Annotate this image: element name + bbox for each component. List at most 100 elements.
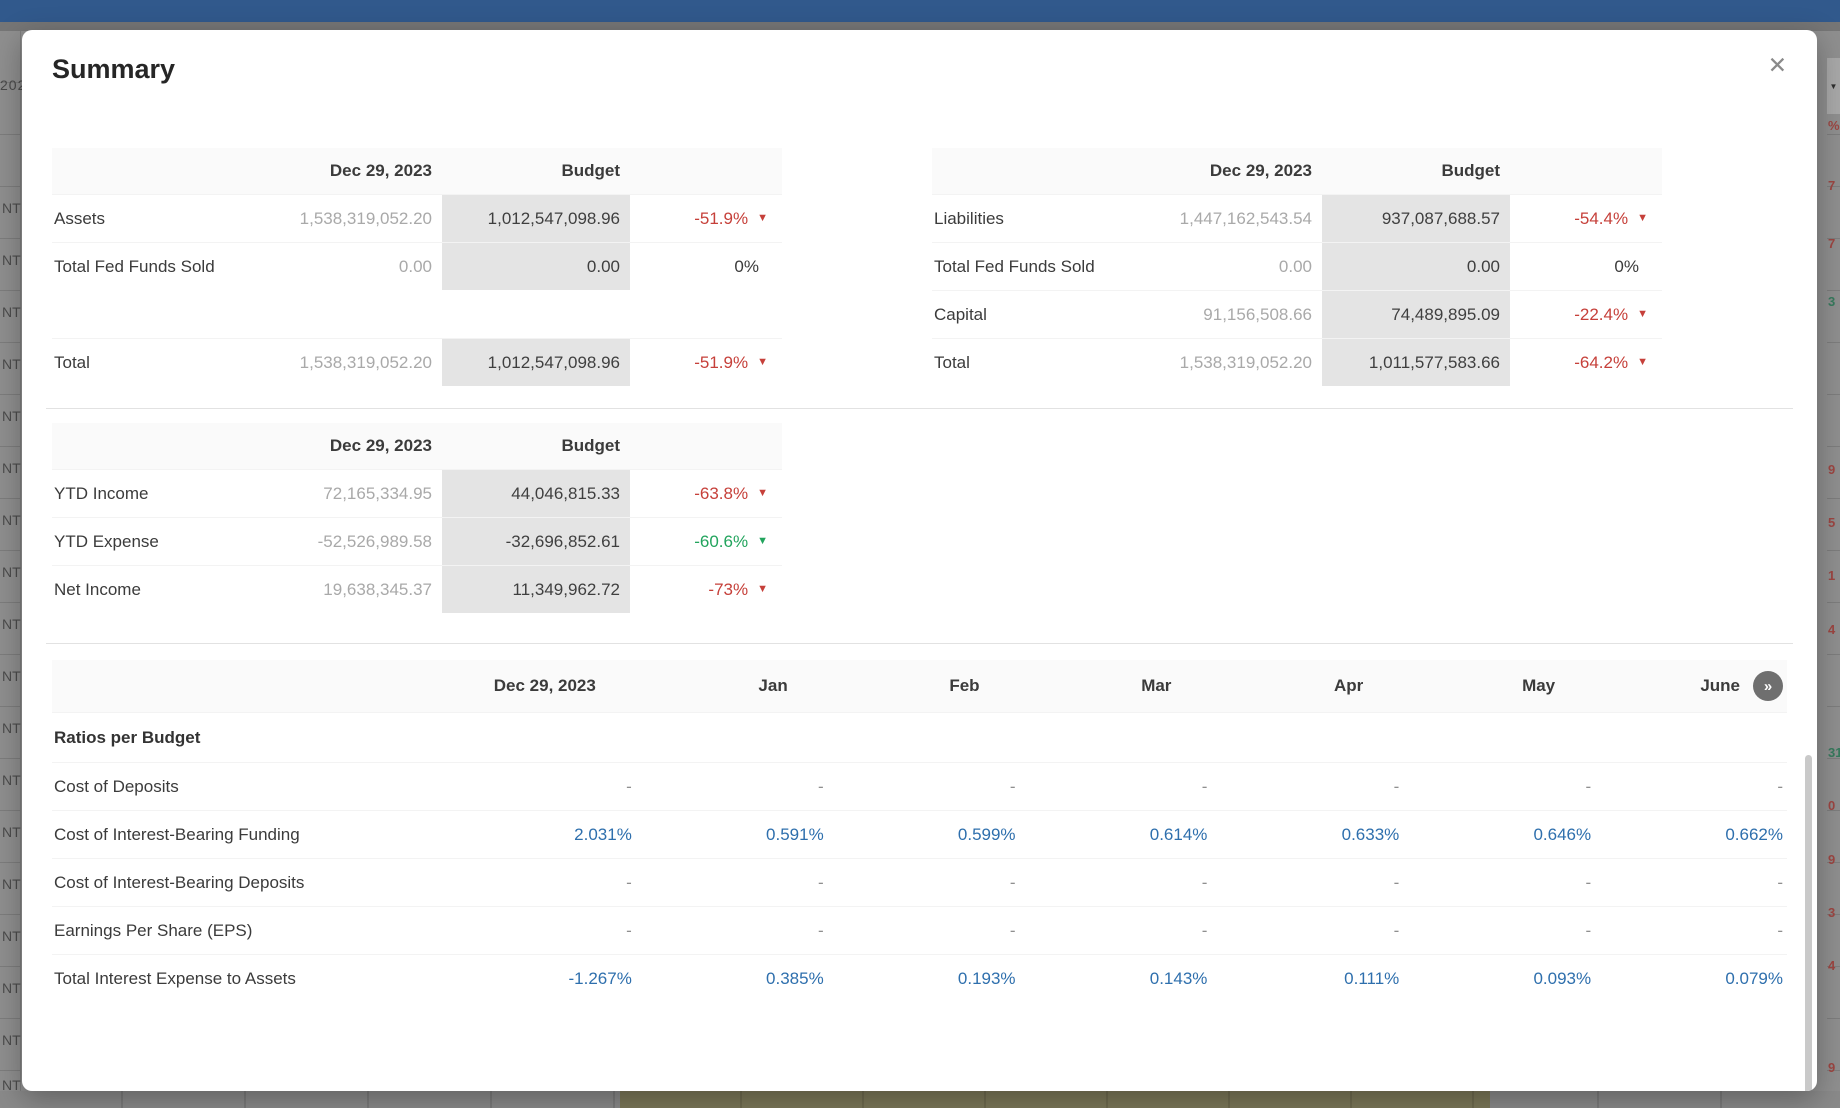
liabilities-table: Dec 29, 2023 Budget Liabilities 1,447,16… xyxy=(932,148,1662,386)
ratio-value[interactable]: 0.385% xyxy=(635,954,828,1002)
ratio-row-label: Cost of Interest-Bearing Deposits xyxy=(52,858,444,906)
triangle-down-icon: ▼ xyxy=(757,534,768,547)
current-value: 91,156,508.66 xyxy=(1137,290,1322,338)
variance-value: -51.9% ▼ xyxy=(630,194,782,242)
date-column-header: Dec 29, 2023 xyxy=(1137,148,1322,194)
background-date-fragment: 202 xyxy=(0,77,27,93)
variance-value xyxy=(630,290,782,338)
triangle-down-icon: ▼ xyxy=(757,211,768,224)
month-column-header: Mar xyxy=(1019,660,1212,712)
budget-value: 1,011,577,583.66 xyxy=(1322,338,1510,386)
background-left-column: 202 NT NT NT NT NT NT NT NT NT NT NT NT … xyxy=(0,31,25,1093)
triangle-down-icon: ▼ xyxy=(757,355,768,368)
variance-value: -22.4% ▼ xyxy=(1510,290,1662,338)
background-value-fragment: 9 xyxy=(1828,462,1836,477)
ratio-row-label: Cost of Interest-Bearing Funding xyxy=(52,810,444,858)
modal-scrollbar[interactable] xyxy=(1805,755,1812,1091)
background-row-fragment: NT xyxy=(2,304,21,320)
pct-column-header xyxy=(630,148,782,194)
current-value: 1,538,319,052.20 xyxy=(257,194,442,242)
ratio-value: - xyxy=(1403,762,1596,810)
ratio-value[interactable]: 0.591% xyxy=(635,810,828,858)
ratio-row-label: Cost of Deposits xyxy=(52,762,444,810)
background-value-fragment: 9 xyxy=(1828,1060,1836,1075)
ratio-value: - xyxy=(444,762,636,810)
ratio-value[interactable]: 0.633% xyxy=(1211,810,1404,858)
budget-column-header: Budget xyxy=(442,423,630,469)
summary-modal: Summary ✕ Dec 29, 2023 Budget Assets 1,5… xyxy=(22,30,1817,1091)
row-label: Total xyxy=(932,338,1137,386)
budget-value: -32,696,852.61 xyxy=(442,517,630,565)
ratio-value[interactable]: 2.031% xyxy=(444,810,636,858)
ratio-value: - xyxy=(1019,858,1212,906)
row-label: Liabilities xyxy=(932,194,1137,242)
variance-value: -51.9% ▼ xyxy=(630,338,782,386)
background-row-fragment: NT xyxy=(2,720,21,736)
background-row-fragment: NT xyxy=(2,1032,21,1048)
budget-value: 0.00 xyxy=(442,242,630,290)
background-row-fragment: NT xyxy=(2,460,21,476)
ratio-value[interactable]: 0.093% xyxy=(1403,954,1596,1002)
app-top-bar xyxy=(0,0,1840,22)
ratio-value[interactable]: 0.599% xyxy=(827,810,1020,858)
date-column-header: Dec 29, 2023 xyxy=(257,148,442,194)
background-row-fragment: NT xyxy=(2,252,21,268)
row-label: Capital xyxy=(932,290,1137,338)
current-value: 0.00 xyxy=(1137,242,1322,290)
ratio-value: - xyxy=(444,906,636,954)
background-highlight-cells xyxy=(620,1091,1490,1108)
ratio-value[interactable]: 0.193% xyxy=(827,954,1020,1002)
ratio-value: - xyxy=(635,858,828,906)
budget-value: 1,012,547,098.96 xyxy=(442,194,630,242)
empty-cell xyxy=(1211,712,1404,760)
section-divider xyxy=(46,643,1793,644)
background-row-fragment: NT xyxy=(2,616,21,632)
ratio-value[interactable]: 0.111% xyxy=(1211,954,1404,1002)
variance-value: -54.4% ▼ xyxy=(1510,194,1662,242)
triangle-down-icon: ▼ xyxy=(757,582,768,595)
ratio-value: - xyxy=(1211,906,1404,954)
row-label: YTD Income xyxy=(52,469,257,517)
ratios-table: Dec 29, 2023 Jan Feb Mar Apr May June » … xyxy=(52,660,1787,1002)
background-row-fragment: NT xyxy=(2,668,21,684)
triangle-down-icon: ▼ xyxy=(1637,211,1648,224)
background-row-fragment: NT xyxy=(2,564,21,580)
budget-value: 74,489,895.09 xyxy=(1322,290,1510,338)
variance-value: -63.8% ▼ xyxy=(630,469,782,517)
background-row-fragment: NT xyxy=(2,200,21,216)
ratio-value: - xyxy=(1019,906,1212,954)
background-value-fragment: 5 xyxy=(1828,515,1836,530)
background-value-fragment: 1 xyxy=(1828,568,1836,583)
ratio-value[interactable]: 0.646% xyxy=(1403,810,1596,858)
ratio-value[interactable]: 0.079% xyxy=(1595,954,1787,1002)
background-value-fragment: 7 xyxy=(1828,236,1836,251)
background-value-fragment: % xyxy=(1828,118,1840,133)
empty-cell xyxy=(444,712,636,760)
background-row-fragment: NT xyxy=(2,408,21,424)
next-months-button[interactable]: » xyxy=(1753,671,1783,701)
row-label: Assets xyxy=(52,194,257,242)
section-divider xyxy=(46,408,1793,409)
budget-value: 1,012,547,098.96 xyxy=(442,338,630,386)
empty-cell xyxy=(635,712,828,760)
ratio-value: - xyxy=(827,858,1020,906)
table-corner xyxy=(52,423,257,469)
background-value-fragment: 0 xyxy=(1828,798,1836,813)
close-icon[interactable]: ✕ xyxy=(1767,52,1787,78)
table-corner xyxy=(52,148,257,194)
balance-section: Dec 29, 2023 Budget Assets 1,538,319,052… xyxy=(52,148,1787,386)
income-section: Dec 29, 2023 Budget YTD Income 72,165,33… xyxy=(52,423,1787,613)
ratio-value[interactable]: -1.267% xyxy=(444,954,636,1002)
background-row-fragment: NT xyxy=(2,512,21,528)
budget-column-header: Budget xyxy=(1322,148,1510,194)
ratio-row-label: Total Interest Expense to Assets xyxy=(52,954,444,1002)
ratio-value[interactable]: 0.143% xyxy=(1019,954,1212,1002)
ratio-value[interactable]: 0.614% xyxy=(1019,810,1212,858)
budget-value: 44,046,815.33 xyxy=(442,469,630,517)
pct-column-header xyxy=(630,423,782,469)
background-dropdown-fragment: ▼ xyxy=(1827,58,1840,114)
current-value: 1,538,319,052.20 xyxy=(257,338,442,386)
ratio-value: - xyxy=(1403,858,1596,906)
ratio-value[interactable]: 0.662% xyxy=(1595,810,1787,858)
background-value-fragment: 31 xyxy=(1828,745,1840,760)
